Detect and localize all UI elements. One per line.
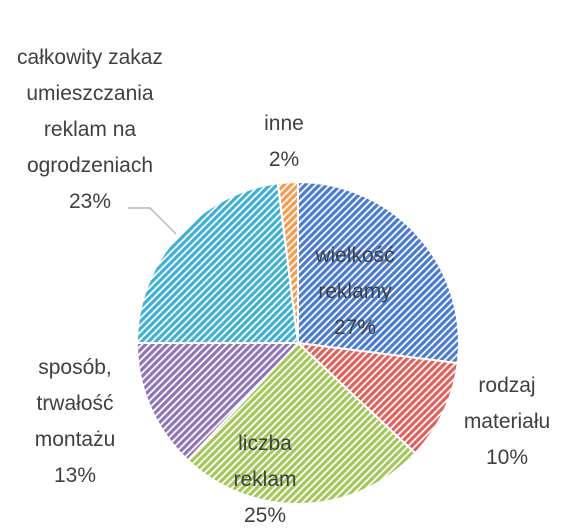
category-label: całkowity zakaz umieszczania reklam na o… <box>17 46 163 177</box>
leader-line <box>128 207 177 235</box>
slice-label: wielkość reklamy 27% <box>300 238 410 346</box>
value-label: 23% <box>68 190 112 213</box>
category-label: liczba reklam <box>233 432 297 491</box>
value-label: 25% <box>243 504 287 527</box>
value-label: 27% <box>333 316 377 339</box>
value-label: 13% <box>53 464 97 487</box>
category-label: wielkość reklamy <box>315 244 395 303</box>
pie-slice <box>135 182 300 344</box>
slice-label: inne 2% <box>244 106 324 178</box>
category-label: sposób, trwałość montażu <box>34 356 116 451</box>
pie-slice <box>276 180 299 344</box>
slice-label: liczba reklam 25% <box>205 426 325 528</box>
category-label: rodzaj materiału <box>463 374 551 433</box>
slice-label: całkowity zakaz umieszczania reklam na o… <box>15 40 165 220</box>
category-label: inne <box>264 112 304 135</box>
slice-label: rodzaj materiału 10% <box>447 368 567 476</box>
value-label: 10% <box>485 446 529 469</box>
slice-label: sposób, trwałość montażu 13% <box>10 350 140 494</box>
pie-slice <box>295 341 459 455</box>
pie-slice <box>297 180 460 365</box>
pie-slice <box>135 342 301 462</box>
pie-slice <box>186 341 417 505</box>
value-label: 2% <box>268 148 300 171</box>
